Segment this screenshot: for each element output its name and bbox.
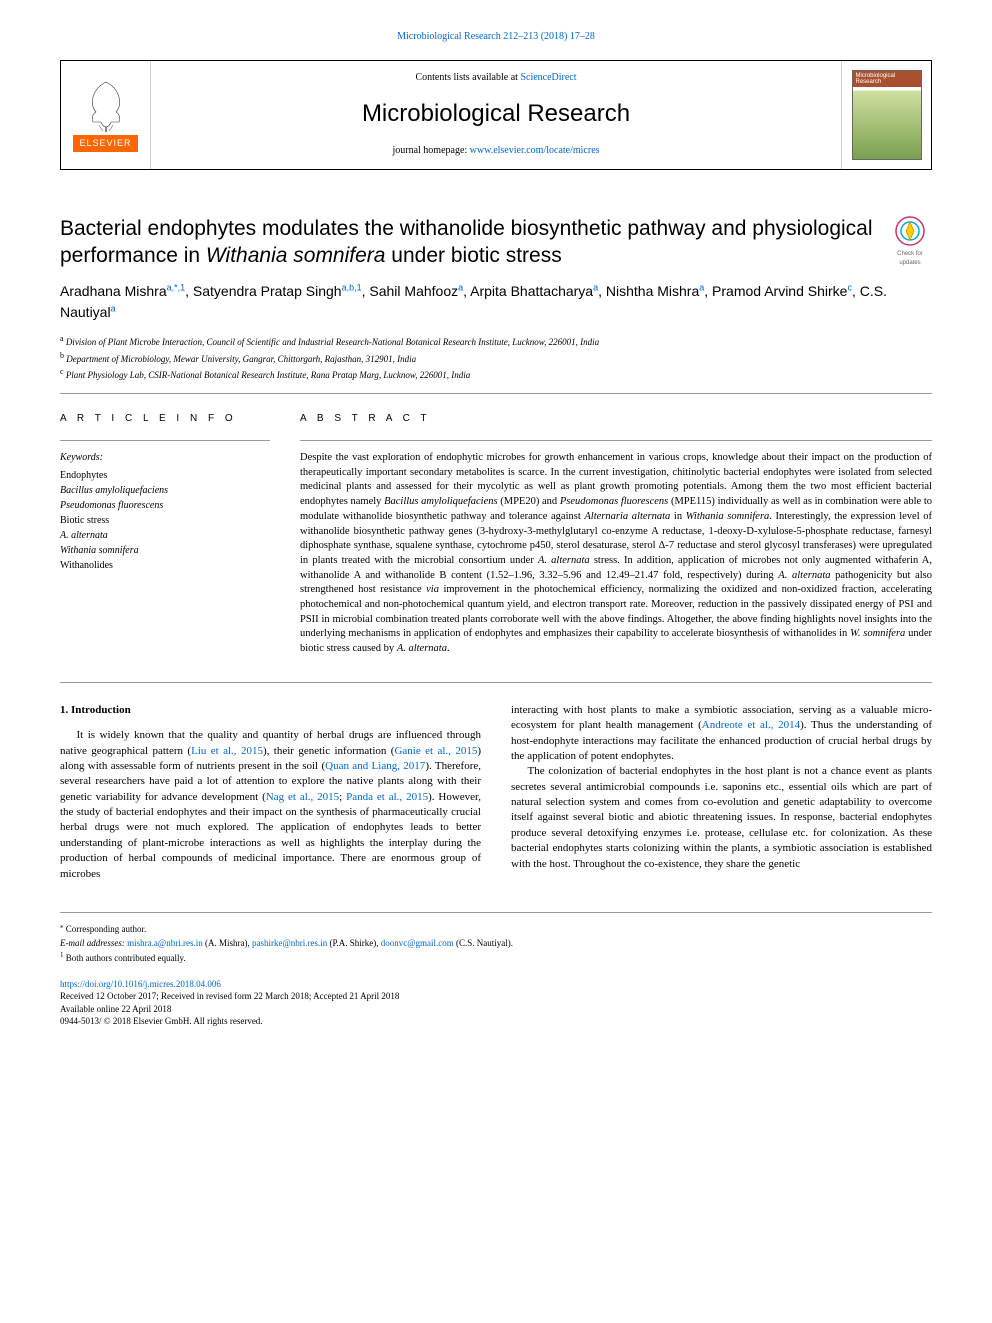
- homepage-line: journal homepage: www.elsevier.com/locat…: [392, 144, 599, 159]
- intro-paragraph-2: interacting with host plants to make a s…: [511, 703, 932, 765]
- email-link[interactable]: doonvc@gmail.com: [381, 938, 454, 948]
- intro-paragraph-3: The colonization of bacterial endophytes…: [511, 764, 932, 872]
- affiliation-line: c Plant Physiology Lab, CSIR-National Bo…: [60, 366, 932, 383]
- affiliations: a Division of Plant Microbe Interaction,…: [60, 333, 932, 383]
- article-info-column: A R T I C L E I N F O Keywords: Endophyt…: [60, 412, 270, 657]
- cover-title: Microbiological Research: [856, 73, 921, 86]
- elsevier-tree-icon: [81, 77, 131, 132]
- affiliation-line: a Division of Plant Microbe Interaction,…: [60, 333, 932, 350]
- email-link[interactable]: pashirke@nbri.res.in: [252, 938, 327, 948]
- keyword-item: Biotic stress: [60, 513, 270, 528]
- elsevier-label: ELSEVIER: [73, 135, 137, 152]
- keyword-item: Bacillus amyloliquefaciens: [60, 483, 270, 498]
- keywords-label: Keywords:: [60, 451, 270, 466]
- crossmark-icon: [894, 215, 926, 247]
- title-part-3: under biotic stress: [385, 244, 561, 267]
- divider: [300, 440, 932, 441]
- intro-heading: 1. Introduction: [60, 703, 481, 718]
- homepage-link[interactable]: www.elsevier.com/locate/micres: [470, 145, 600, 156]
- divider: [60, 393, 932, 394]
- contents-line: Contents lists available at ScienceDirec…: [415, 71, 576, 86]
- footnotes: ⁎ Corresponding author. E-mail addresses…: [60, 912, 932, 966]
- article-title: Bacterial endophytes modulates the witha…: [60, 215, 873, 270]
- keyword-item: Withania somnifera: [60, 543, 270, 558]
- keyword-item: Withanolides: [60, 558, 270, 573]
- email-line: E-mail addresses: mishra.a@nbri.res.in (…: [60, 937, 932, 951]
- journal-name: Microbiological Research: [362, 97, 630, 132]
- keyword-item: A. alternata: [60, 528, 270, 543]
- running-head-citation: Microbiological Research 212–213 (2018) …: [60, 30, 932, 45]
- affiliation-line: b Department of Microbiology, Mewar Univ…: [60, 350, 932, 367]
- keyword-item: Endophytes: [60, 468, 270, 483]
- journal-header: ELSEVIER Contents lists available at Sci…: [60, 60, 932, 170]
- body-two-column: 1. Introduction It is widely known that …: [60, 703, 932, 882]
- header-center: Contents lists available at ScienceDirec…: [151, 61, 841, 169]
- divider: [60, 682, 932, 683]
- publisher-logo-area: ELSEVIER: [61, 61, 151, 169]
- corresponding-note: ⁎ Corresponding author.: [60, 921, 932, 937]
- equal-contrib-note: 1 Both authors contributed equally.: [60, 950, 932, 966]
- journal-cover-area: Microbiological Research: [841, 61, 931, 169]
- abstract-column: A B S T R A C T Despite the vast explora…: [300, 412, 932, 657]
- divider: [60, 440, 270, 441]
- doi-link[interactable]: https://doi.org/10.1016/j.micres.2018.04…: [60, 978, 932, 991]
- copyright-line: 0944-5013/ © 2018 Elsevier GmbH. All rig…: [60, 1015, 932, 1028]
- abstract-heading: A B S T R A C T: [300, 412, 932, 427]
- authors-line: Aradhana Mishraa,*,1, Satyendra Pratap S…: [60, 281, 932, 323]
- journal-cover-thumbnail: Microbiological Research: [852, 70, 922, 160]
- publication-info: https://doi.org/10.1016/j.micres.2018.04…: [60, 978, 932, 1028]
- received-dates: Received 12 October 2017; Received in re…: [60, 990, 932, 1003]
- check-updates-badge[interactable]: Check for updates: [888, 215, 932, 268]
- email-label: E-mail addresses:: [60, 938, 125, 948]
- keyword-item: Pseudomonas fluorescens: [60, 498, 270, 513]
- intro-paragraph-1: It is widely known that the quality and …: [60, 728, 481, 882]
- title-part-2-italic: Withania somnifera: [206, 244, 386, 267]
- article-info-heading: A R T I C L E I N F O: [60, 412, 270, 427]
- homepage-prefix: journal homepage:: [392, 145, 469, 156]
- contents-prefix: Contents lists available at: [415, 72, 520, 83]
- available-online: Available online 22 April 2018: [60, 1003, 932, 1016]
- sciencedirect-link[interactable]: ScienceDirect: [520, 72, 576, 83]
- keywords-list: EndophytesBacillus amyloliquefaciensPseu…: [60, 468, 270, 573]
- check-updates-label: Check for updates: [888, 250, 932, 267]
- abstract-text: Despite the vast exploration of endophyt…: [300, 451, 932, 657]
- email-link[interactable]: mishra.a@nbri.res.in: [127, 938, 203, 948]
